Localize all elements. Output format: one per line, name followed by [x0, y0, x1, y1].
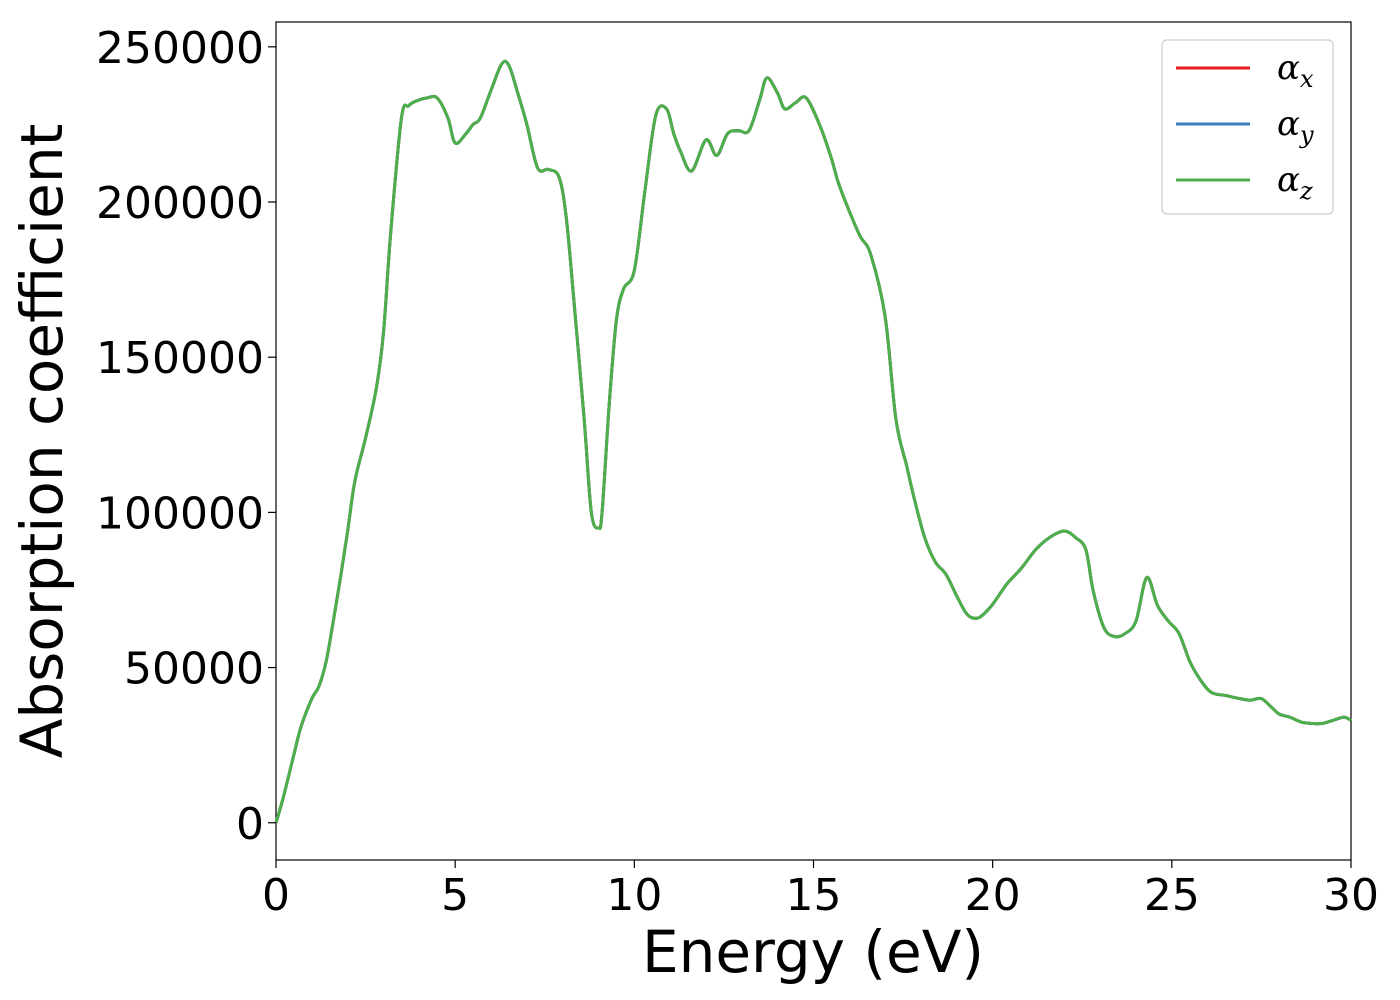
y-tick-label: 50000	[124, 644, 264, 695]
series-line-alpha-z	[274, 59, 1352, 824]
x-tick-label: 30	[1323, 870, 1379, 921]
series-layer	[274, 59, 1352, 824]
legend-box	[1161, 39, 1334, 215]
y-tick-label: 150000	[96, 333, 264, 384]
legend-label-x: αx	[1277, 48, 1314, 93]
y-axis-ticks: 0 50000 100000 150000 200000 250000	[96, 23, 276, 850]
x-axis-label: Energy (eV)	[642, 918, 984, 986]
y-tick-label: 200000	[96, 178, 264, 229]
y-tick-label: 0	[236, 799, 264, 850]
y-axis-label: Absorption coefficient	[8, 124, 76, 759]
x-tick-label: 0	[262, 870, 290, 921]
y-tick-label: 250000	[96, 23, 264, 74]
x-axis-ticks: 0 5 10 15 20 25 30	[262, 860, 1379, 921]
x-tick-label: 5	[441, 870, 469, 921]
x-tick-label: 15	[786, 870, 842, 921]
y-tick-label: 100000	[96, 488, 264, 539]
x-tick-label: 25	[1144, 870, 1200, 921]
x-tick-label: 20	[965, 870, 1021, 921]
legend: αx αy αz	[1161, 39, 1334, 215]
legend-label-y: αy	[1277, 104, 1314, 149]
legend-label-z: αz	[1277, 160, 1313, 205]
x-tick-label: 10	[606, 870, 662, 921]
